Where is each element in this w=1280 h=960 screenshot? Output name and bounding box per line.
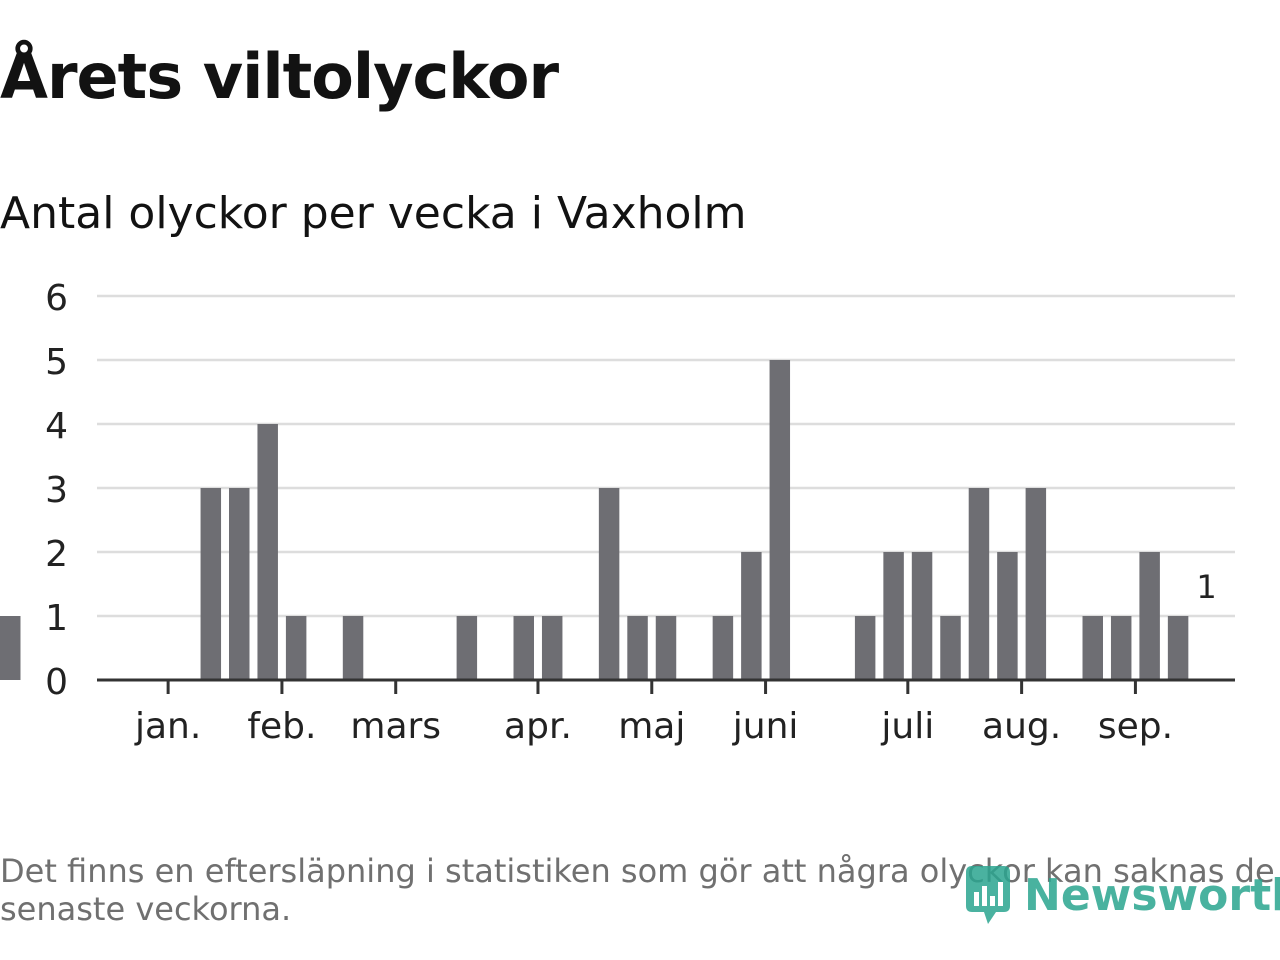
bar [997,552,1018,680]
bar [598,488,620,680]
logo-text: Newsworthy [1024,869,1280,921]
x-tick-label: jan. [134,706,201,747]
bar [968,488,990,680]
y-tick-label: 1 [45,598,68,639]
bar [1110,616,1132,680]
newsworthy-chart-icon [966,866,1010,924]
data-label: 1 [1196,568,1216,606]
bar [1082,616,1103,680]
lag-note: Det finns en eftersläpning i statistiken… [0,852,1275,928]
x-tick-label: juni [732,706,799,747]
y-tick-label: 4 [45,406,68,447]
bar [911,552,933,680]
bar [769,360,791,680]
y-tick-label: 5 [45,342,68,383]
y-tick-label: 6 [45,278,68,319]
bar [1167,616,1189,680]
bar [940,616,961,680]
y-tick-label: 2 [45,534,68,575]
bar [229,488,250,680]
y-tick-label: 0 [45,662,68,703]
bar [655,616,677,680]
bar [456,616,478,680]
bar [1139,552,1160,680]
x-tick-label: juli [880,706,934,747]
x-tick-label: aug. [982,706,1061,747]
bar [741,552,762,680]
bar [200,488,222,680]
x-tick-label: maj [618,706,685,747]
bar [627,616,648,680]
bar [712,616,734,680]
x-tick-label: mars [350,706,441,747]
bar [513,616,534,680]
bar [883,552,904,680]
newsworthy-logo: Newsworthy [962,860,1280,930]
bar [342,616,364,680]
y-tick-label: 3 [45,470,68,511]
bar-chart: 0 1 2 3 4 5 6 1 jan. feb. mars apr. maj juni juli aug. s… [0,278,1235,747]
chart-title: Årets viltolyckor [0,40,559,113]
bar [1025,488,1047,680]
bar [0,616,21,680]
chart-subtitle: Antal olyckor per vecka i Vaxholm [0,188,747,239]
bar [257,424,278,680]
bar [854,616,876,680]
x-tick-label: sep. [1098,706,1173,747]
bar [285,616,307,680]
bar [541,616,563,680]
x-tick-label: feb. [247,706,316,747]
x-tick-label: apr. [504,706,572,747]
